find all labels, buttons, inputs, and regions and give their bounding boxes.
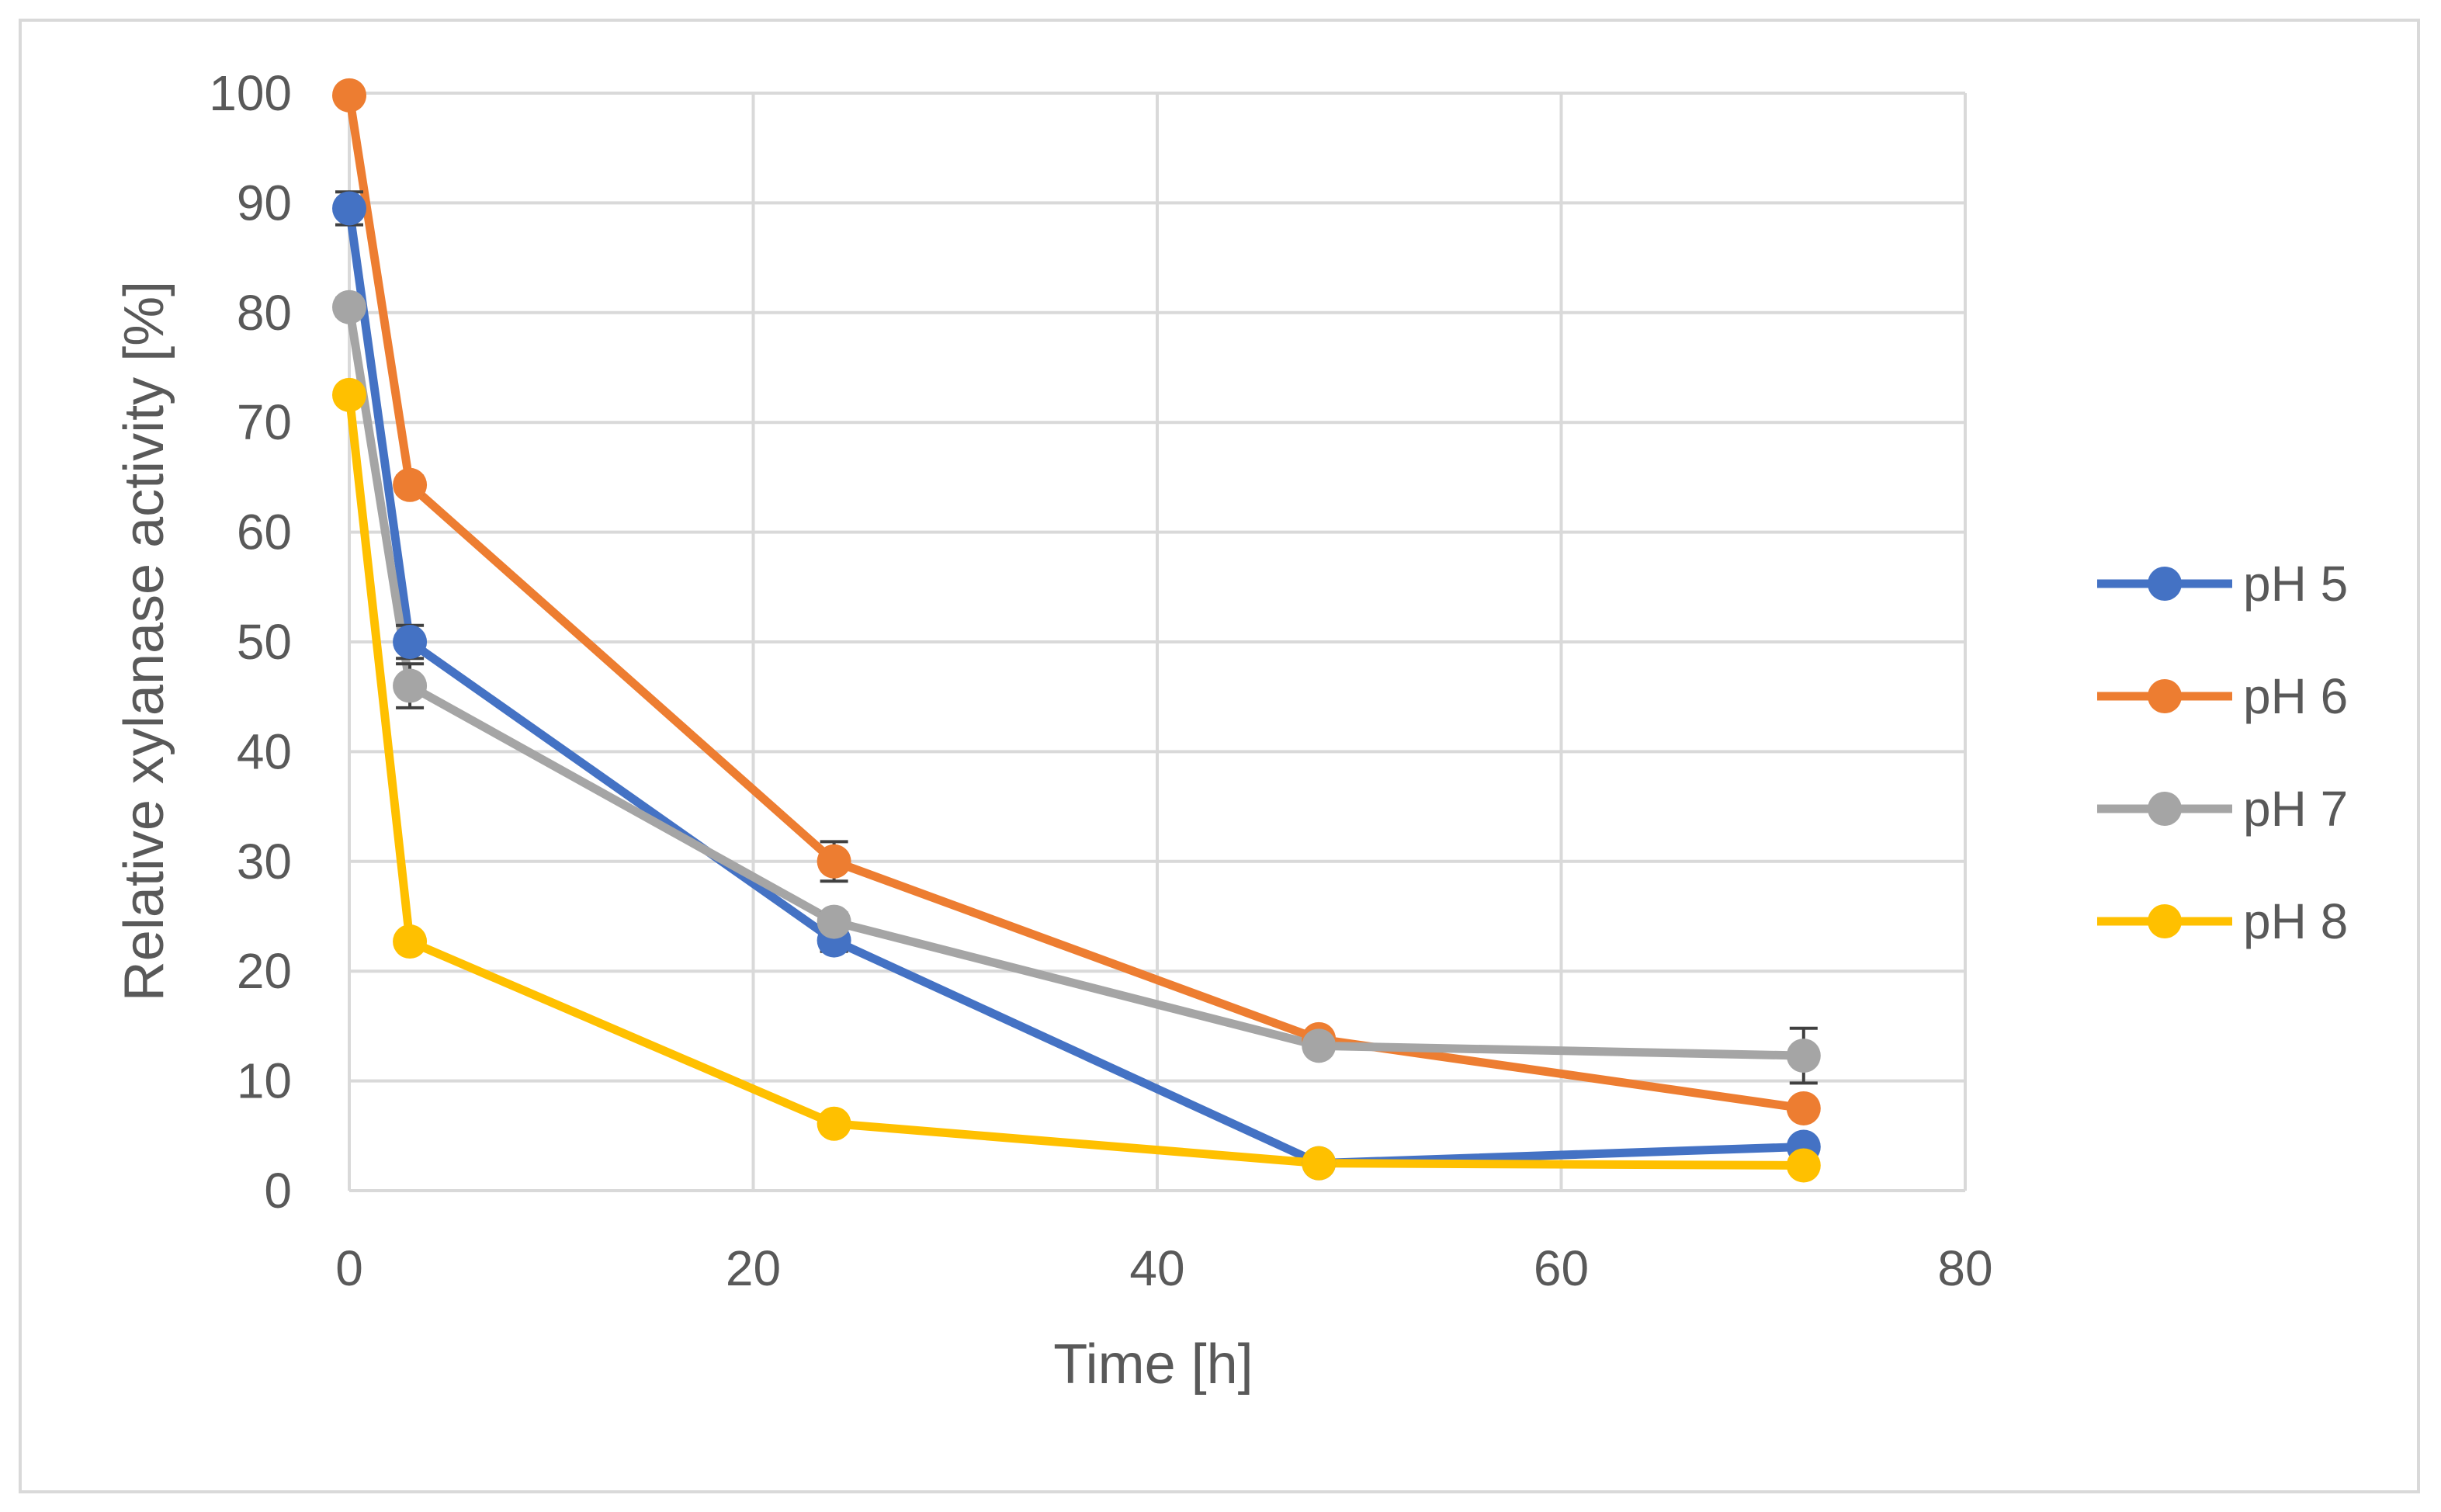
series-ph-5	[345, 203, 1808, 1168]
series-line-ph-6	[345, 91, 1808, 1113]
y-tick-label: 30	[237, 834, 292, 890]
data-point-ph-7	[393, 668, 428, 703]
x-tick-label: 40	[1129, 1240, 1184, 1296]
series-ph-6	[345, 91, 1808, 1113]
data-point-ph-8	[1302, 1146, 1337, 1181]
x-tick-label: 60	[1534, 1240, 1589, 1296]
data-point-ph-5	[332, 191, 366, 226]
gridlines	[349, 92, 1967, 1191]
data-point-ph-8	[393, 924, 428, 959]
y-tick-label: 60	[237, 505, 292, 560]
legend-label: pH 7	[2243, 781, 2348, 837]
data-point-ph-7	[332, 290, 366, 324]
data-point-ph-6	[817, 844, 851, 879]
y-tick-label: 90	[237, 175, 292, 231]
chart-frame	[19, 19, 2420, 1493]
y-tick-label: 10	[237, 1053, 292, 1109]
legend-label: pH 8	[2243, 893, 2348, 949]
data-point-ph-6	[393, 467, 428, 502]
legend-item-ph-8: pH 8	[2097, 893, 2348, 949]
legend-marker	[2148, 567, 2182, 601]
x-tick-label: 20	[726, 1240, 781, 1296]
legend-marker	[2148, 792, 2182, 826]
series-group	[332, 78, 1821, 1183]
x-axis-title: Time [h]	[1053, 1333, 1253, 1396]
series-ph-7	[345, 303, 1808, 1060]
data-point-ph-8	[1786, 1148, 1821, 1183]
data-point-ph-7	[1302, 1028, 1337, 1063]
data-point-ph-5	[393, 625, 428, 659]
data-point-ph-6	[332, 78, 366, 113]
data-point-ph-7	[817, 904, 851, 939]
y-tick-label: 100	[209, 65, 292, 121]
data-point-ph-8	[817, 1106, 851, 1141]
y-axis-title: Relative xylanase activity [%]	[113, 281, 175, 1001]
x-tick-label: 0	[335, 1240, 363, 1296]
y-tick-label: 80	[237, 285, 292, 341]
x-tick-label: 80	[1937, 1240, 1992, 1296]
legend-item-ph-7: pH 7	[2097, 781, 2348, 837]
series-points-ph-6	[332, 78, 1821, 1125]
series-points-ph-7	[332, 290, 1821, 1085]
series-line-ph-7	[345, 303, 1808, 1060]
y-tick-label: 20	[237, 943, 292, 999]
data-point-ph-8	[332, 377, 366, 412]
axes	[348, 93, 1965, 1192]
legend-label: pH 6	[2243, 668, 2348, 724]
series-points-ph-8	[332, 377, 1821, 1183]
legend-item-ph-6: pH 6	[2097, 668, 2348, 724]
data-point-ph-6	[1786, 1091, 1821, 1125]
y-tick-label: 50	[237, 614, 292, 670]
tick-labels: 0 10 20 30 40 50 60 70 80 90 100 0 20 40 60 80	[209, 65, 1992, 1296]
y-tick-label: 70	[237, 394, 292, 450]
series-points-ph-5	[332, 190, 1821, 1181]
legend-marker	[2148, 679, 2182, 713]
legend-marker	[2148, 904, 2182, 938]
series-line-ph-5	[345, 203, 1808, 1168]
legend-label: pH 5	[2243, 556, 2348, 612]
legend-item-ph-5: pH 5	[2097, 556, 2348, 612]
y-tick-label: 40	[237, 723, 292, 779]
y-tick-label: 0	[264, 1163, 292, 1219]
legend: pH 5 pH 6 pH 7 pH 8	[2097, 556, 2348, 949]
data-point-ph-7	[1786, 1039, 1821, 1073]
